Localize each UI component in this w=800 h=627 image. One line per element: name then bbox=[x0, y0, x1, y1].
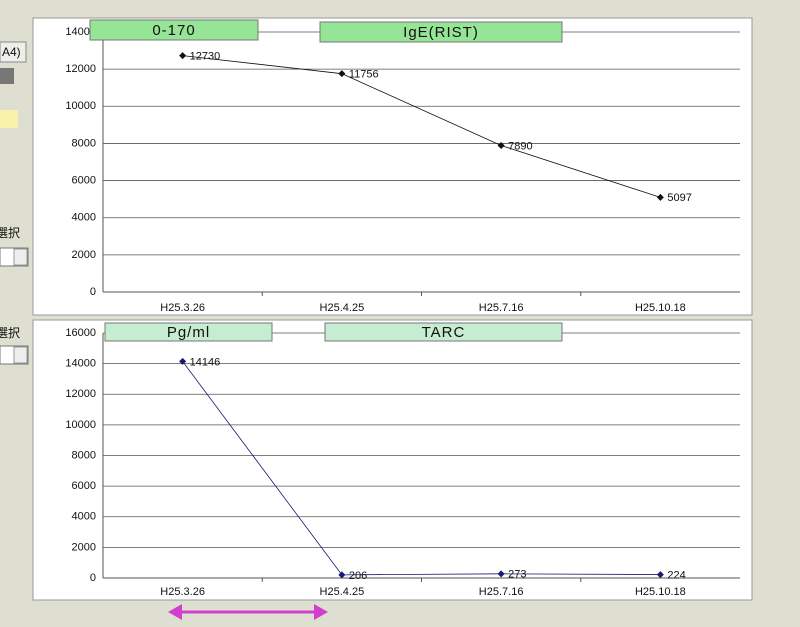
chart-panel bbox=[32, 319, 753, 601]
y-tick-label: 8000 bbox=[72, 137, 96, 149]
y-tick-label: 14000 bbox=[65, 26, 96, 38]
y-tick-label: 8000 bbox=[72, 449, 96, 461]
title-box bbox=[319, 21, 563, 43]
y-tick-label: 4000 bbox=[72, 511, 96, 523]
select-label: 選択 bbox=[0, 326, 20, 340]
arrow-head bbox=[314, 604, 328, 620]
data-label: 206 bbox=[349, 570, 367, 582]
data-point bbox=[179, 357, 187, 365]
arrow-head bbox=[168, 604, 182, 620]
x-tick-label: H25.4.25 bbox=[320, 302, 365, 314]
y-tick-label: 0 bbox=[90, 286, 96, 298]
data-label: 7890 bbox=[508, 140, 532, 152]
data-label: 273 bbox=[508, 569, 526, 581]
chart-panel bbox=[32, 17, 753, 316]
series-line bbox=[182, 361, 661, 576]
y-tick-label: 6000 bbox=[72, 174, 96, 186]
data-point bbox=[497, 570, 505, 578]
data-label: 12730 bbox=[190, 50, 221, 62]
y-tick-label: 10000 bbox=[65, 419, 96, 431]
data-point bbox=[338, 571, 346, 579]
ui-block bbox=[0, 110, 18, 128]
y-tick-label: 0 bbox=[90, 572, 96, 584]
select-label: 選択 bbox=[0, 226, 20, 240]
dropdown-button[interactable] bbox=[13, 248, 28, 266]
y-tick-label: 14000 bbox=[65, 358, 96, 370]
y-tick-label: 12000 bbox=[65, 63, 96, 75]
button-label: A4) bbox=[2, 45, 21, 59]
data-label: 14146 bbox=[190, 356, 221, 368]
y-tick-label: 16000 bbox=[65, 327, 96, 339]
x-tick-label: H25.7.16 bbox=[479, 302, 524, 314]
data-point bbox=[338, 70, 346, 78]
y-tick-label: 2000 bbox=[72, 249, 96, 261]
unit-box bbox=[89, 19, 259, 41]
data-label: 224 bbox=[667, 569, 685, 581]
period-arrow bbox=[168, 604, 328, 620]
chart-title: TARC bbox=[422, 324, 466, 341]
y-tick-label: 10000 bbox=[65, 100, 96, 112]
chart-title: IgE(RIST) bbox=[403, 24, 479, 41]
dropdown-button[interactable] bbox=[13, 346, 28, 364]
x-tick-label: H25.10.18 bbox=[635, 586, 686, 598]
ui-block bbox=[0, 68, 14, 84]
button[interactable] bbox=[0, 41, 27, 63]
unit-box bbox=[104, 322, 273, 342]
data-point bbox=[656, 571, 664, 579]
x-tick-label: H25.3.26 bbox=[160, 586, 205, 598]
unit-label: 0-170 bbox=[152, 22, 195, 39]
y-tick-label: 4000 bbox=[72, 212, 96, 224]
y-tick-label: 2000 bbox=[72, 541, 96, 553]
title-box bbox=[324, 322, 563, 342]
data-point bbox=[179, 52, 187, 60]
y-tick-label: 12000 bbox=[65, 388, 96, 400]
data-label: 5097 bbox=[667, 192, 691, 204]
y-tick-label: 6000 bbox=[72, 480, 96, 492]
data-point bbox=[497, 141, 505, 149]
x-tick-label: H25.10.18 bbox=[635, 302, 686, 314]
unit-label: Pg/ml bbox=[167, 324, 210, 341]
series-line bbox=[182, 55, 661, 198]
x-tick-label: H25.3.26 bbox=[160, 302, 205, 314]
x-tick-label: H25.4.25 bbox=[320, 586, 365, 598]
data-point bbox=[656, 193, 664, 201]
data-label: 11756 bbox=[349, 69, 379, 81]
x-tick-label: H25.7.16 bbox=[479, 586, 524, 598]
